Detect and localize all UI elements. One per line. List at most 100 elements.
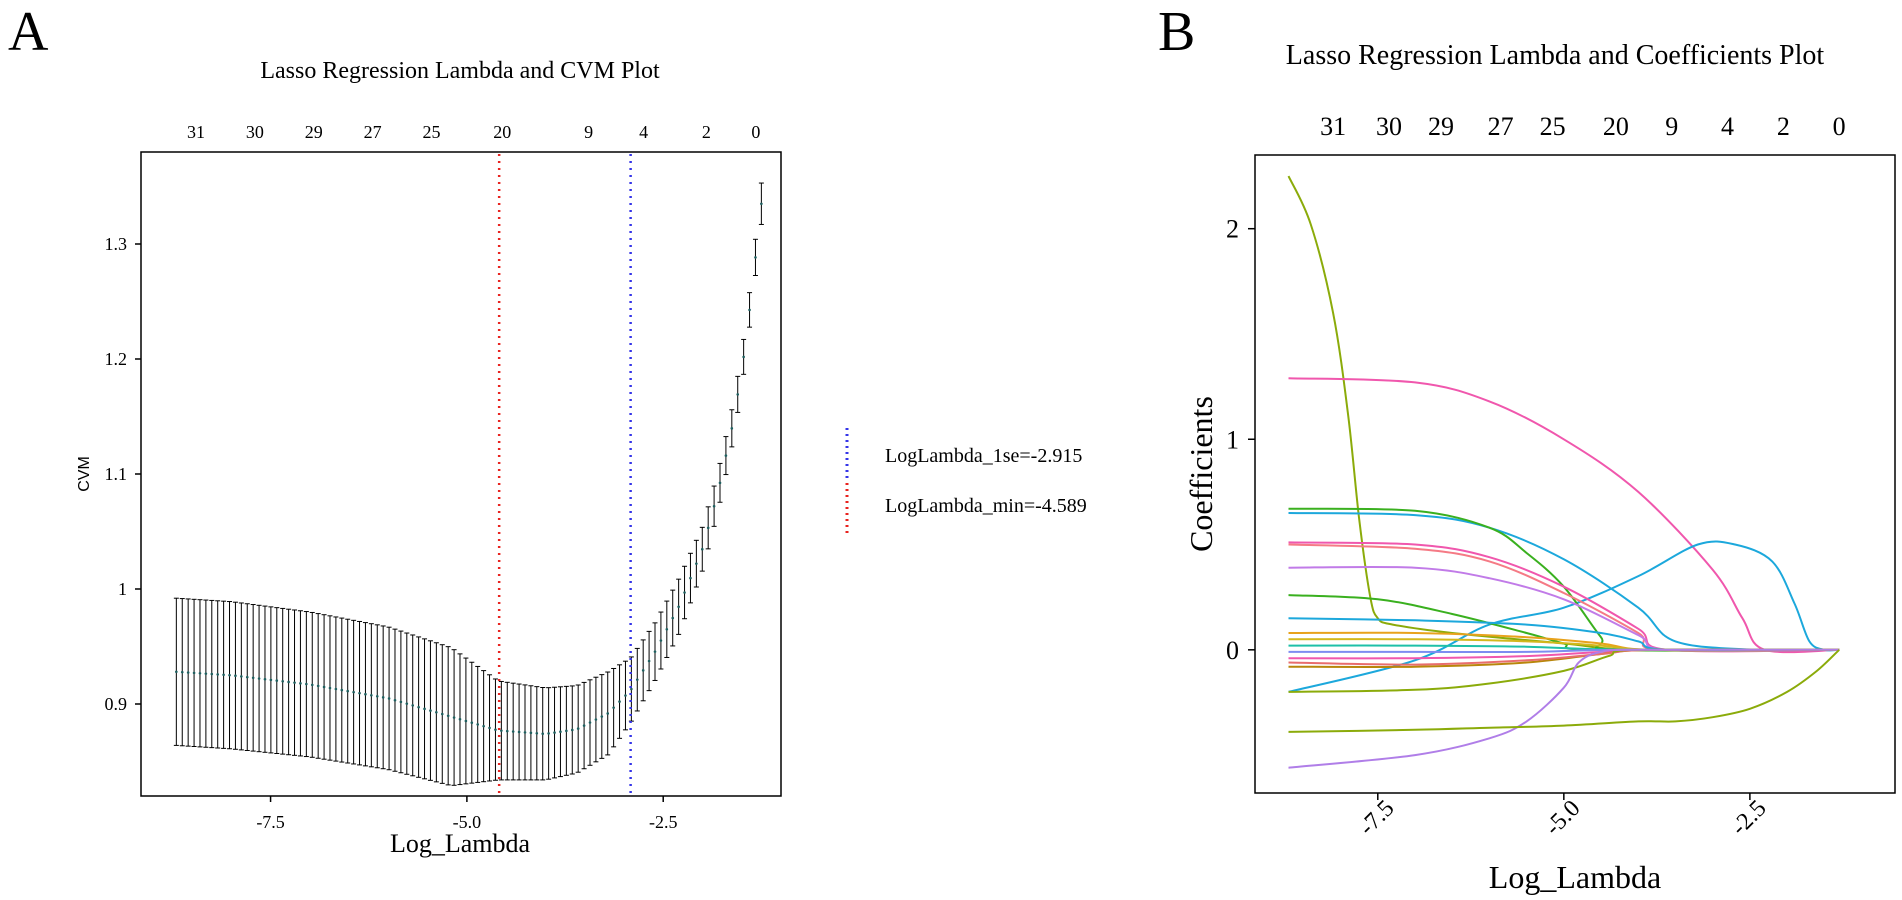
chart-a-point xyxy=(440,712,444,716)
chart-a-ylabel: CVM xyxy=(76,456,93,492)
chart-a-point xyxy=(452,716,456,719)
chart-a-point xyxy=(547,732,550,735)
chart-a-point xyxy=(234,674,237,678)
chart-a-top-tick-label: 0 xyxy=(751,122,760,142)
chart-a-point xyxy=(600,715,604,718)
chart-b-ytick-label: 0 xyxy=(1226,636,1239,665)
chart-a-ytick-label: 0.9 xyxy=(105,694,128,714)
chart-a-point xyxy=(305,682,308,686)
chart-a-plot-area xyxy=(140,151,782,797)
chart-a-point xyxy=(517,730,521,734)
chart-a-point xyxy=(565,729,568,733)
chart-a-point xyxy=(754,256,757,259)
chart-a-top-tick-label: 2 xyxy=(702,122,711,142)
chart-a-point xyxy=(635,678,639,681)
chart-a-point xyxy=(511,730,515,733)
chart-b-xtick-label: -5.0 xyxy=(1540,795,1585,840)
chart-a-point xyxy=(192,671,196,675)
chart-a-marks: -7.5 -5.0 -2.50.911.11.21.331 30 29 27 25 20 9 4 2… xyxy=(105,122,764,832)
chart-a-point xyxy=(706,526,710,530)
chart-a-point xyxy=(358,691,361,695)
chart-a-point xyxy=(423,707,426,711)
chart-a-point xyxy=(618,700,621,703)
chart-a-point xyxy=(695,562,698,565)
chart-a-point xyxy=(175,670,178,674)
chart-b-top-tick-label: 31 xyxy=(1320,112,1346,141)
chart-a-point xyxy=(240,675,243,678)
chart-a-point xyxy=(310,683,314,687)
chart-a-ytick-label: 1.2 xyxy=(105,349,128,369)
chart-a-point xyxy=(724,454,728,457)
chart-a-top-tick-label: 27 xyxy=(364,122,382,142)
chart-a-point xyxy=(730,427,734,430)
chart-a-top-tick-label: 4 xyxy=(639,122,648,142)
chart-a-point xyxy=(677,605,680,609)
chart-a-point xyxy=(322,685,326,689)
chart-a-point xyxy=(435,711,438,714)
chart-a-point xyxy=(287,680,290,684)
chart-a-point xyxy=(683,591,686,594)
chart-a-point xyxy=(210,672,214,676)
chart-a-point xyxy=(186,671,190,674)
chart-a-point xyxy=(375,694,379,698)
chart-b-top-tick-label: 30 xyxy=(1376,112,1402,141)
chart-a-top-tick-label: 30 xyxy=(246,122,264,142)
chart-a-point xyxy=(630,687,633,691)
chart-a-point xyxy=(470,721,474,724)
chart-a-point xyxy=(641,669,645,672)
panel-label-a: A xyxy=(8,1,49,63)
chart-b-series-coef-18 xyxy=(1288,648,1840,693)
chart-a-point xyxy=(340,688,344,692)
chart-a-point xyxy=(624,694,627,697)
chart-a-point xyxy=(222,673,225,677)
chart-b-xtick-label: -2.5 xyxy=(1726,795,1771,840)
chart-a-point xyxy=(494,728,497,731)
chart-a-point xyxy=(535,731,539,735)
chart-a-point xyxy=(328,686,332,690)
chart-a-point xyxy=(364,692,367,696)
chart-a-top-tick-label: 31 xyxy=(187,122,205,142)
chart-b-series-coef-5 xyxy=(1288,507,1840,652)
chart-a-ytick-label: 1.3 xyxy=(105,234,128,254)
chart-a-title: Lasso Regression Lambda and CVM Plot xyxy=(260,58,660,84)
chart-a-point xyxy=(446,714,450,718)
chart-a-point xyxy=(381,696,385,699)
chart-b-series-coef-19 xyxy=(1288,648,1840,769)
chart-a-top-tick-label: 20 xyxy=(493,122,511,142)
chart-a-point xyxy=(352,690,355,694)
chart-a-point xyxy=(281,679,285,683)
chart-a-xtick-label: -5.0 xyxy=(453,812,482,832)
chart-b-top-tick-label: 29 xyxy=(1428,112,1454,141)
chart-a-point xyxy=(671,616,675,620)
chart-a-point xyxy=(594,718,598,721)
chart-a-point xyxy=(582,724,586,727)
chart-a-point xyxy=(505,729,509,733)
panel-b: B Lasso Regression Lambda and Coefficien… xyxy=(1158,1,1896,895)
chart-b-top-tick-label: 2 xyxy=(1777,112,1790,141)
chart-a-point xyxy=(405,702,409,705)
chart-a-point xyxy=(417,705,420,709)
chart-a-point xyxy=(293,681,296,684)
chart-a-top-tick-label: 9 xyxy=(584,122,593,142)
chart-a-point xyxy=(387,697,391,700)
chart-b-xtick-label: -7.5 xyxy=(1354,795,1399,840)
chart-a-point xyxy=(198,671,202,675)
chart-a-point xyxy=(553,731,556,734)
legend-1se-label: LogLambda_1se=-2.915 xyxy=(885,445,1082,467)
chart-a-point xyxy=(712,504,716,508)
chart-a-point xyxy=(464,719,468,723)
chart-b-top-tick-label: 20 xyxy=(1603,112,1629,141)
chart-a-point xyxy=(488,726,491,730)
chart-a-xtick-label: -2.5 xyxy=(649,812,678,832)
chart-a-point xyxy=(411,704,415,707)
chart-a-point xyxy=(204,672,208,675)
chart-b-top-tick-label: 4 xyxy=(1721,112,1734,141)
chart-a-point xyxy=(523,731,527,734)
chart-b-title: Lasso Regression Lambda and Coefficients… xyxy=(1286,40,1825,71)
chart-a-ytick-label: 1 xyxy=(118,579,127,599)
chart-a-point xyxy=(689,576,692,580)
chart-a-point xyxy=(718,481,722,485)
chart-a-ytick-label: 1.1 xyxy=(105,464,128,484)
chart-a-point xyxy=(760,202,763,206)
